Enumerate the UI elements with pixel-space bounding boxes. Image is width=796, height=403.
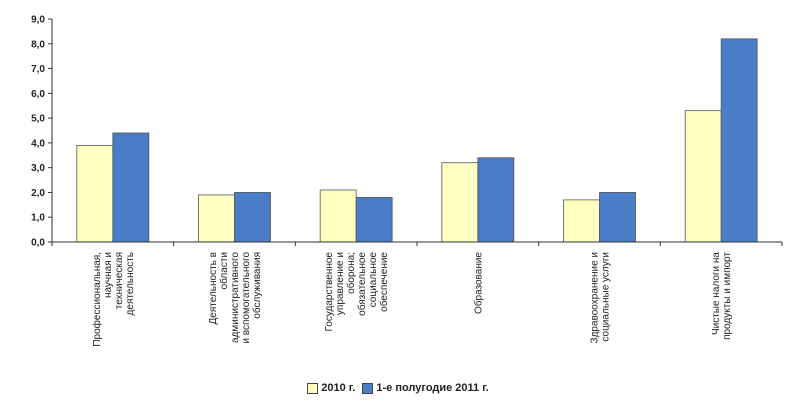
category-label-line: Деятельность в bbox=[208, 252, 219, 324]
y-axis: 0,0 1,0 2,0 3,0 4,0 5,0 6,0 7,0 8,0 9,0 bbox=[31, 15, 53, 249]
bar-2010 bbox=[76, 144, 114, 243]
category-label-line: Здравоохранение и bbox=[590, 252, 601, 343]
category-label-line: продукты и импорт bbox=[722, 252, 733, 340]
bar-2011 bbox=[599, 192, 636, 243]
legend: 2010 г. 1-е полугодие 2011 г. bbox=[0, 382, 796, 397]
category-label-line: Государственное bbox=[324, 252, 335, 332]
category-label-line: обеспечение bbox=[378, 252, 390, 312]
y-tick-label: 7,0 bbox=[31, 64, 45, 75]
category-labels: Профессиональная, научная и техническая дея… bbox=[91, 252, 733, 347]
bar-2010 bbox=[198, 194, 235, 243]
category-label: Профессиональная, научная и техническая дея… bbox=[91, 252, 136, 347]
legend-item-2010: 2010 г. bbox=[307, 382, 355, 394]
bar-2010 bbox=[684, 110, 722, 243]
category-label: Государственное управление и оборона; обяза… bbox=[324, 252, 390, 332]
category-label-line: обслуживания bbox=[251, 252, 263, 319]
y-tick-label: 1,0 bbox=[31, 213, 45, 224]
category-label-line: социальное bbox=[368, 252, 379, 308]
legend-label-2010: 2010 г. bbox=[321, 382, 356, 394]
legend-swatch-2010 bbox=[307, 382, 319, 394]
y-tick-label: 8,0 bbox=[31, 39, 45, 50]
category-label-line: управление и bbox=[335, 252, 346, 315]
y-tick-label: 9,0 bbox=[31, 15, 45, 26]
category-label: Здравоохранение и социальные услуги bbox=[590, 252, 612, 343]
category-label: Чистые налоги на продукты и импорт bbox=[711, 252, 733, 340]
bar-2011 bbox=[477, 157, 515, 243]
legend-label-2011: 1-е полугодие 2011 г. bbox=[376, 382, 489, 394]
category-label-line: социальные услуги bbox=[601, 252, 612, 342]
category-label-line: техническая bbox=[114, 252, 125, 309]
y-tick-label: 4,0 bbox=[31, 138, 45, 149]
bars bbox=[76, 38, 758, 243]
y-tick-label: 5,0 bbox=[31, 114, 45, 125]
y-tick-label: 3,0 bbox=[31, 163, 45, 174]
category-label-line: и вспомогательного bbox=[241, 252, 252, 344]
bar-2010 bbox=[319, 189, 357, 243]
category-label-line: Чистые налоги на bbox=[711, 252, 722, 335]
category-label-line: деятельность bbox=[125, 252, 136, 315]
y-tick-label: 2,0 bbox=[31, 188, 45, 199]
y-tick-label: 6,0 bbox=[31, 89, 45, 100]
category-label: Образование bbox=[472, 252, 484, 314]
legend-swatch-2011 bbox=[362, 382, 374, 394]
bar-2010 bbox=[563, 199, 600, 243]
category-label-line: научная и bbox=[103, 252, 114, 298]
bar-2010 bbox=[441, 162, 479, 243]
bar-2011 bbox=[720, 38, 758, 243]
category-label-line: административного bbox=[230, 252, 241, 343]
category-label: Деятельность в области административного и … bbox=[208, 252, 263, 344]
category-label-line: оборона; bbox=[345, 252, 357, 294]
bar-2011 bbox=[355, 196, 393, 243]
bar-2011 bbox=[112, 132, 150, 243]
legend-item-2011: 1-е полугодие 2011 г. bbox=[362, 382, 489, 394]
category-label-line: обязательное bbox=[356, 252, 368, 316]
category-label-line: Профессиональная, bbox=[91, 252, 103, 347]
category-label-line: области bbox=[218, 252, 230, 289]
y-tick-label: 0,0 bbox=[31, 238, 45, 249]
bar-2011 bbox=[234, 192, 271, 243]
category-label-line: Образование bbox=[472, 252, 484, 314]
x-axis bbox=[51, 241, 783, 246]
